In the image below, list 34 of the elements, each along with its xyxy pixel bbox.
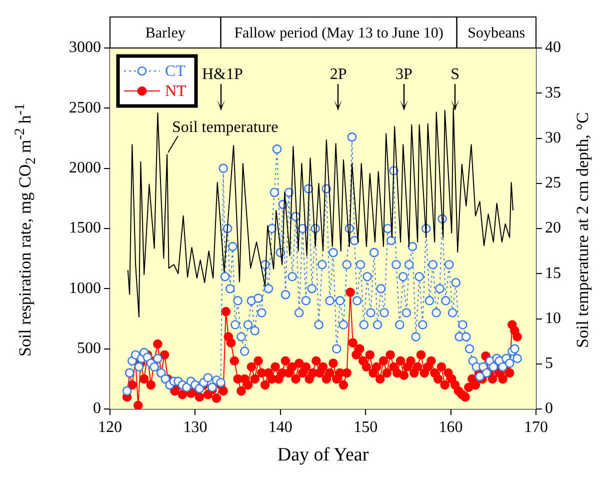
y2-tick-label: 5 (545, 355, 553, 372)
x-axis-title: Day of Year (277, 444, 370, 466)
y2-tick-label: 15 (545, 264, 561, 282)
x-tick-label: 120 (98, 418, 122, 436)
y-tick-label: 0 (93, 400, 101, 418)
ref-line-label: S (450, 66, 460, 83)
y2-axis-title: Soil temperature at 2 cm depth, °C (573, 112, 593, 348)
ref-line-label: 2P (330, 66, 347, 83)
x-tick-label: 170 (524, 418, 548, 436)
y2-tick-label: 30 (545, 129, 561, 146)
y-tick-label: 1500 (69, 220, 101, 237)
y-tick-label: 2500 (69, 99, 101, 116)
legend-label: CT (165, 63, 186, 80)
y2-tick-label: 35 (545, 84, 561, 102)
band-label: Barley (145, 25, 186, 42)
y-tick-label: 3000 (69, 39, 101, 56)
ref-line-label: 3P (395, 66, 412, 83)
x-tick-label: 140 (268, 418, 292, 436)
band-label: Fallow period (May 13 to June 10) (234, 25, 444, 42)
y2-tick-label: 10 (545, 310, 561, 327)
y2-tick-label: 25 (545, 174, 561, 192)
x-tick-label: 160 (438, 418, 463, 436)
band-label: Soybeans (468, 25, 526, 42)
ref-line-label: H&1P (202, 66, 243, 83)
x-tick-label: 150 (354, 418, 378, 436)
y2-tick-label: 20 (545, 220, 561, 237)
x-tick-label: 130 (183, 418, 208, 436)
y2-tick-label: 0 (545, 400, 553, 418)
legend-label: NT (165, 83, 187, 100)
y-tick-label: 1000 (69, 280, 101, 297)
y-tick-label: 500 (77, 340, 101, 358)
series-label: Soil temperature (172, 119, 278, 136)
y-tick-label: 2000 (69, 160, 101, 177)
y2-tick-label: 40 (545, 39, 561, 56)
